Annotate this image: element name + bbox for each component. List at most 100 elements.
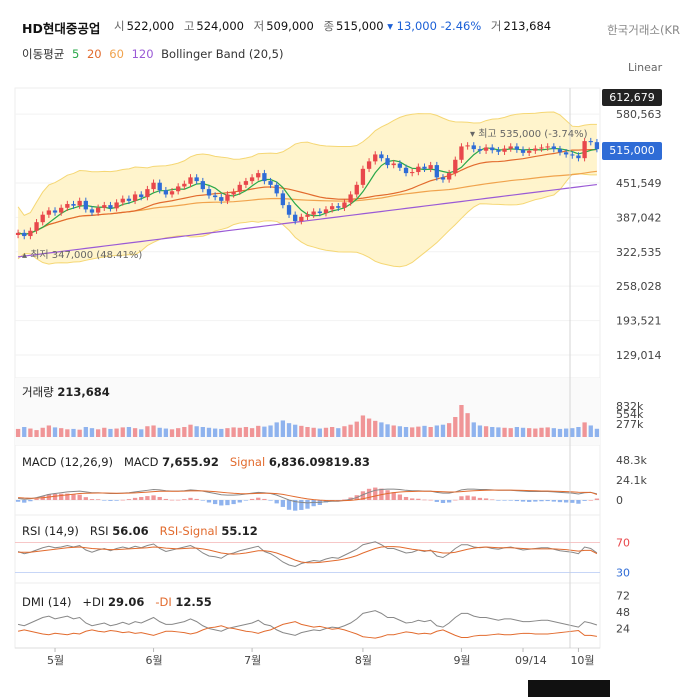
rsi-signal-line [18,546,598,564]
volume-bar [15,428,21,437]
rsi-title: RSI (14,9) [22,524,79,538]
candle-body [163,190,169,195]
candle-body [46,210,52,215]
candle-body [151,182,156,190]
macd-histogram-bar [194,498,199,500]
candle-body [311,211,316,215]
volume-bar [545,427,550,437]
ma120-line [18,183,597,258]
volume-bar [348,424,353,437]
macd-histogram-bar [453,499,458,501]
volume-bar [225,428,230,437]
bollinger-band-fill [18,112,597,267]
candle-body [268,181,273,185]
macd-histogram-bar [262,498,267,500]
candle-body [262,173,267,182]
macd-panel-title: MACD (12,26,9) MACD 7,655.92 Signal 6,83… [22,455,370,469]
macd-histogram-bar [83,497,88,500]
volume-bar [403,427,409,437]
volume-bar [508,428,513,437]
low-value: 509,000 [266,19,314,33]
x-tick-label: 7월 [244,654,261,667]
volume-bar [71,428,76,437]
macd-histogram-bar [34,498,39,500]
candle-body [71,204,76,206]
price-tick-label: 387,042 [616,211,662,224]
candle-body [206,189,212,196]
macd-histogram-bar [169,499,175,501]
macd-histogram-bar [89,499,95,500]
candle-body [176,186,181,192]
pdi-value: 29.06 [107,595,145,609]
volume-bar [391,425,396,437]
volume-bar [570,428,575,437]
candle-body [225,194,230,201]
macd-histogram-bar [422,499,427,501]
macd-histogram-bar [188,497,193,500]
scale-type-label[interactable]: Linear [628,61,663,74]
price-tick-label: 451,549 [616,177,662,190]
candle-body [465,145,470,147]
macd-histogram-bar [582,500,587,501]
volume-bar [293,424,298,437]
high-price-badge: 612,679 [602,89,662,106]
macd-histogram-bar [428,499,433,501]
candle-body [582,141,587,159]
candle-body [219,197,224,201]
rsi-signal-value: 55.12 [221,524,258,538]
candle-body [514,146,520,150]
price-tick-label: 193,521 [616,315,662,328]
volume-bar [59,428,64,437]
macd-histogram-bar [280,500,286,507]
volume-panel-title: 거래량 213,684 [22,384,110,400]
macd-signal-value: 6,836.09819.83 [268,455,370,469]
macd-histogram-bar [563,500,569,503]
macd-histogram-bar [71,494,76,500]
change-value: ▾ 13,000 -2.46% [387,19,482,33]
candle-body [496,150,501,152]
volume-bar [483,426,489,437]
macd-histogram-bar [114,500,119,501]
candle-body [108,205,113,209]
macd-histogram-bar [231,500,236,505]
candle-body [34,222,39,231]
volume-bar [280,420,286,437]
volume-bar [212,428,218,437]
volume-bar [286,423,292,437]
volume-bar [28,428,33,437]
volume-tick-label: 832k [616,400,644,413]
candle-body [15,232,21,235]
volume-bar [490,427,495,437]
candle-body [40,214,45,223]
macd-histogram-bar [465,495,470,500]
volume-bar [169,429,175,437]
volume-bar [126,427,132,437]
bollinger-upper-line [17,111,597,216]
indicator-legend[interactable]: 이동평균 5 20 60 120 Bollinger Band (20,5) [22,46,288,62]
candle-body [305,214,310,217]
candle-body [539,147,544,149]
ohlc-summary: 시 522,000 고 524,000 저 509,000 종 515,000 ▾ 13… [108,18,551,34]
macd-histogram-bar [52,493,58,500]
macd-histogram-bar [490,499,495,501]
volume-bar [299,425,304,437]
candle-body [317,211,322,214]
macd-histogram-bar [527,500,532,502]
time-scrollbar-thumb[interactable] [528,680,610,697]
ma60-label: 60 [109,47,124,61]
volume-bar [323,427,329,437]
volume-bar [268,425,273,437]
macd-histogram-bar [403,496,409,500]
bollinger-label: Bollinger Band (20,5) [161,47,284,61]
ma-label: 이동평균 [22,47,65,61]
min-price-annotation: ▴ 최저 347,000 (48.41%) [22,250,143,261]
mdi-value: 12.55 [175,595,212,609]
candle-body [95,207,101,213]
macd-histogram-bar [434,500,439,502]
macd-histogram-bar [391,492,396,500]
volume-bar [422,425,427,437]
candle-body [28,230,33,237]
macd-histogram-bar [145,496,150,500]
macd-histogram-bar [557,500,563,503]
